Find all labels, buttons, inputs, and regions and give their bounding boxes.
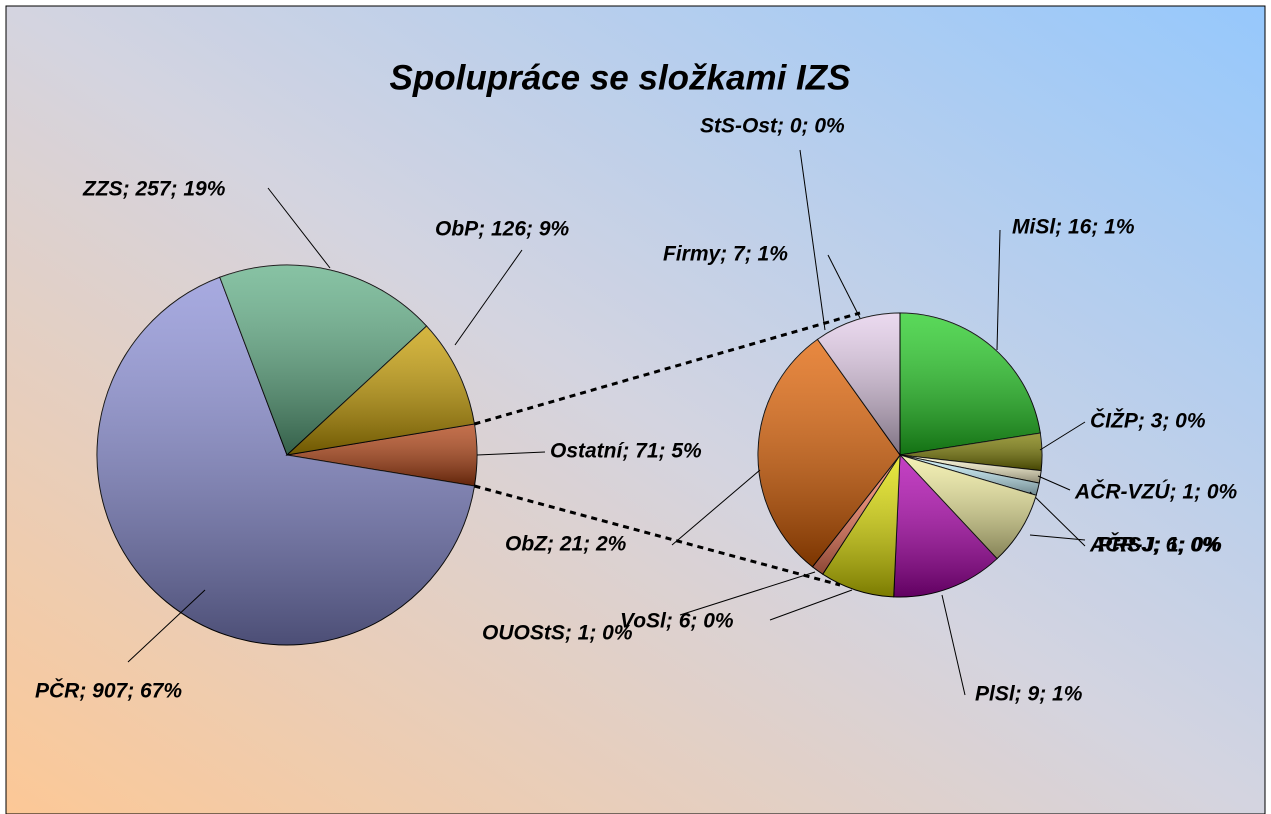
- leader-line: [1029, 534, 1086, 541]
- data-label: Ostatní; 71; 5%: [550, 440, 702, 463]
- slice-shade: [758, 339, 900, 567]
- leader-line: [1037, 475, 1071, 491]
- chart-title: Spolupráce se složkami IZS: [390, 58, 851, 97]
- data-label: PČR; 907; 67%: [35, 679, 182, 703]
- leader-line: [799, 149, 826, 331]
- leader-line: [671, 469, 761, 546]
- data-label: OUOStS; 1; 0%: [482, 622, 633, 645]
- connector: [474, 484, 841, 587]
- slice-shade: [287, 424, 478, 486]
- data-label: AČR-J; 1; 0%: [1089, 533, 1222, 557]
- connector: [474, 311, 861, 426]
- leader-line: [769, 589, 853, 621]
- leader-line: [1039, 421, 1086, 451]
- slice-shade: [822, 455, 900, 597]
- slice-shade: [817, 313, 900, 455]
- leader-line: [454, 249, 523, 346]
- leader-line: [476, 451, 546, 456]
- data-label: PlSl; 9; 1%: [975, 683, 1083, 706]
- slice-shade: [97, 277, 475, 645]
- leader-line: [1029, 491, 1086, 547]
- slice-shade: [900, 455, 1037, 559]
- slice-shade: [219, 264, 427, 455]
- slice-shade: [900, 433, 1042, 471]
- data-label: PRSJ; 6; 0%: [1098, 534, 1221, 557]
- leader-line: [941, 594, 966, 696]
- slice-shade: [812, 455, 900, 575]
- data-label: ObZ; 21; 2%: [505, 533, 627, 556]
- leader-line: [267, 187, 331, 269]
- data-label: VoSl; 6; 0%: [620, 610, 734, 633]
- data-label: AČR-VZÚ; 1; 0%: [1074, 480, 1238, 504]
- leader-line: [679, 571, 816, 616]
- slice-shade: [287, 326, 475, 455]
- leader-line: [996, 229, 1001, 351]
- data-label: StS-Ost; 0; 0%: [700, 115, 845, 138]
- data-label: ČIŽP; 3; 0%: [1090, 409, 1206, 433]
- data-label: ObP; 126; 9%: [435, 218, 570, 241]
- leader-line: [827, 254, 861, 319]
- data-label: MiSl; 16; 1%: [1012, 216, 1135, 239]
- data-label: ZZS; 257; 19%: [82, 178, 226, 201]
- leader-line: [127, 589, 206, 663]
- slice-shade: [893, 455, 998, 597]
- slice-shade: [900, 313, 1041, 455]
- data-label: Firmy; 7; 1%: [663, 243, 788, 266]
